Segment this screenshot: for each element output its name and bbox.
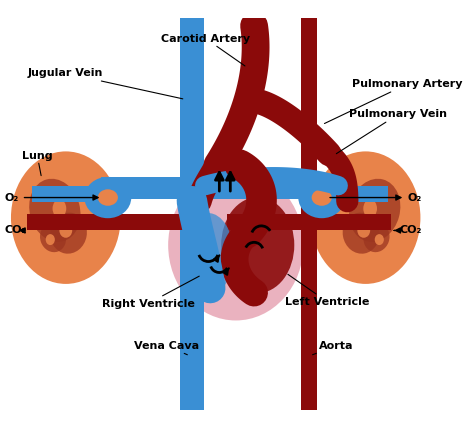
Text: Lung: Lung: [22, 151, 53, 175]
Ellipse shape: [53, 199, 66, 218]
Text: O₂: O₂: [5, 193, 98, 202]
Ellipse shape: [343, 213, 379, 254]
Bar: [314, 186, 388, 202]
Bar: [227, 214, 391, 230]
Ellipse shape: [59, 223, 72, 238]
Ellipse shape: [364, 223, 390, 252]
Bar: [205, 178, 314, 199]
Text: Aorta: Aorta: [312, 341, 354, 355]
Text: Pulmonary Artery: Pulmonary Artery: [325, 79, 462, 124]
Bar: [32, 186, 105, 202]
Text: CO₂: CO₂: [394, 226, 422, 235]
Ellipse shape: [349, 179, 401, 242]
Text: Vena Cava: Vena Cava: [134, 341, 199, 355]
Ellipse shape: [50, 213, 87, 254]
Text: Pulmonary Vein: Pulmonary Vein: [337, 110, 447, 154]
Ellipse shape: [375, 234, 384, 245]
Ellipse shape: [363, 199, 377, 218]
Bar: [301, 18, 317, 410]
Ellipse shape: [183, 213, 234, 295]
Ellipse shape: [311, 152, 420, 284]
Ellipse shape: [40, 223, 66, 252]
Ellipse shape: [98, 189, 118, 206]
Text: Carotid Artery: Carotid Artery: [161, 33, 250, 66]
Text: Right Ventricle: Right Ventricle: [101, 276, 199, 309]
Bar: [100, 178, 192, 199]
Ellipse shape: [46, 234, 55, 245]
Ellipse shape: [312, 189, 332, 206]
Text: CO₂: CO₂: [5, 226, 27, 235]
Ellipse shape: [168, 169, 303, 321]
Text: Left Ventricle: Left Ventricle: [285, 274, 369, 307]
Bar: [180, 18, 204, 410]
Ellipse shape: [357, 223, 370, 238]
Bar: [27, 214, 197, 230]
Ellipse shape: [221, 197, 294, 293]
Ellipse shape: [29, 179, 81, 242]
Text: Jugular Vein: Jugular Vein: [28, 68, 183, 99]
Ellipse shape: [11, 152, 121, 284]
Text: O₂: O₂: [330, 193, 422, 202]
